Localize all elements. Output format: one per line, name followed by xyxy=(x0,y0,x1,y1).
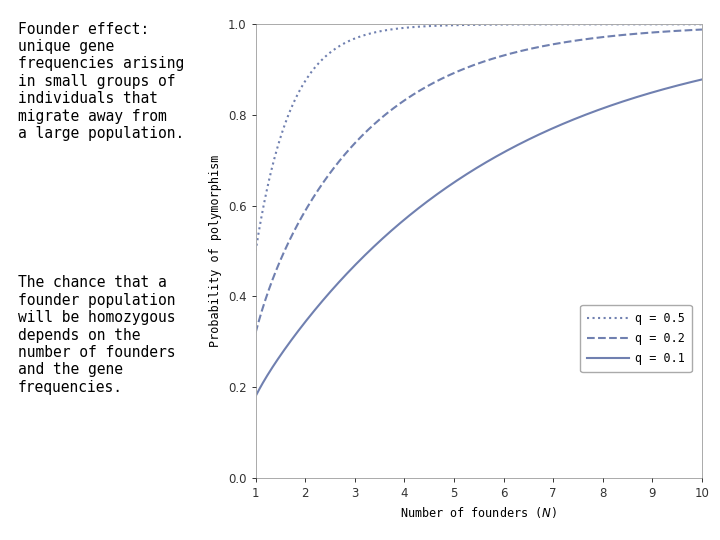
X-axis label: Number of founders ($N$): Number of founders ($N$) xyxy=(400,505,557,521)
Y-axis label: Probability of polymorphism: Probability of polymorphism xyxy=(210,155,222,347)
Text: The chance that a
founder population
will be homozygous
depends on the
number of: The chance that a founder population wil… xyxy=(18,275,176,395)
Text: Founder effect:
unique gene
frequencies arising
in small groups of
individuals t: Founder effect: unique gene frequencies … xyxy=(18,22,184,141)
Legend: q = 0.5, q = 0.2, q = 0.1: q = 0.5, q = 0.2, q = 0.1 xyxy=(580,305,692,372)
